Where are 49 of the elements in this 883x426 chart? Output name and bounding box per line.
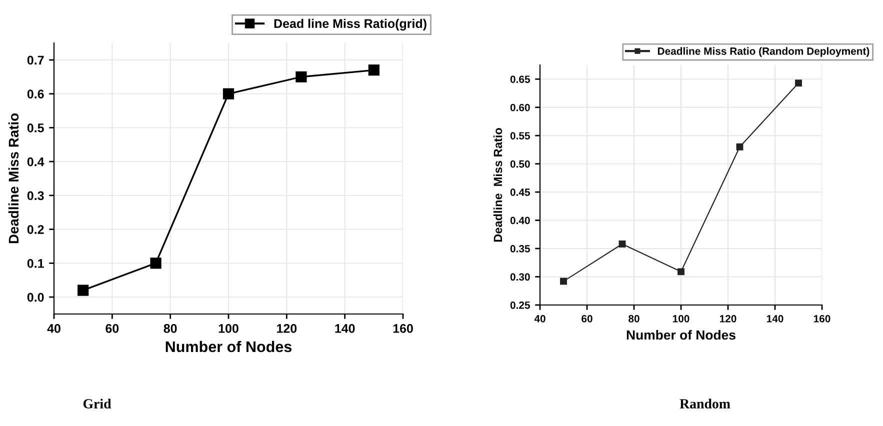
x-tick-label: 40 (47, 324, 60, 333)
y-tick-label: 0.30 (510, 273, 530, 281)
y-tick-label: 0.5 (27, 123, 44, 132)
x-tick-label: 140 (335, 324, 355, 333)
point (795, 80, 802, 87)
text: Random (680, 398, 730, 408)
point (368, 64, 380, 76)
y-axis-title: Deadline Miss Ratio (8, 113, 19, 244)
y-tick-label: 0.35 (510, 245, 530, 252)
y-tick-label: 0.25 (510, 302, 530, 309)
point (618, 240, 626, 248)
y-tick-label: 0.40 (510, 216, 530, 224)
y-tick-label: 0.55 (510, 132, 530, 140)
x-tick-label: 60 (582, 314, 592, 322)
x-tick-label: 160 (393, 324, 413, 333)
x-tick-label: 120 (720, 314, 736, 322)
x-tick-label: 120 (277, 324, 297, 333)
y-tick-label: 0.45 (510, 188, 530, 196)
x-tick-label: 40 (534, 314, 546, 322)
point (296, 71, 307, 82)
y-axis-title: Deadline Miss Ratio (493, 128, 502, 242)
y-tick-label: 0.7 (27, 56, 44, 65)
point (678, 268, 684, 276)
y-tick-label: 0.3 (27, 191, 44, 200)
legend-label: Deadline Miss Ratio (Random Deployment) (658, 47, 870, 57)
y-tick-label: 0.1 (27, 258, 44, 268)
x-tick-label: 140 (766, 314, 784, 322)
y-tick-label: 0.0 (27, 292, 44, 302)
y-tick-label: 0.4 (27, 157, 44, 166)
x-axis-title: Number of Nodes (166, 340, 292, 352)
point (736, 143, 744, 150)
y-tick-label: 0.65 (510, 76, 530, 83)
x-tick-label: 80 (164, 324, 177, 333)
x-tick-label: 60 (106, 324, 119, 333)
x-tick-label: 160 (814, 314, 830, 322)
x-axis-title: Number of Nodes (626, 330, 736, 340)
point (560, 278, 567, 285)
x-tick-label: 100 (672, 314, 690, 322)
legend-label: Dead line Miss Ratio(grid) (274, 18, 426, 31)
point (150, 258, 162, 269)
y-tick-label: 0.2 (27, 225, 44, 234)
point (222, 88, 234, 100)
x-tick-label: 80 (628, 314, 640, 322)
point (78, 284, 89, 296)
y-tick-label: 0.60 (510, 104, 530, 112)
y-tick-label: 0.6 (27, 90, 44, 98)
x-tick-label: 100 (218, 324, 238, 333)
y-tick-label: 0.50 (510, 160, 530, 168)
text: Grid (83, 398, 112, 408)
